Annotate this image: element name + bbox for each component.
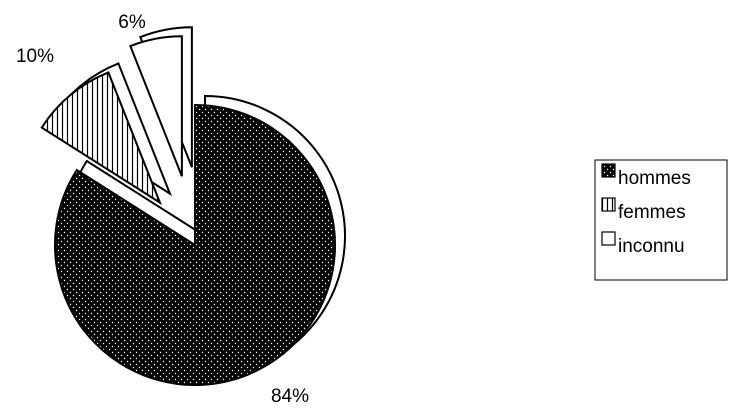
pie-labels: 84% 10% 6% xyxy=(16,12,309,407)
legend-label-inconnu: inconnu xyxy=(618,236,685,257)
pie-slice-hommes xyxy=(54,103,336,386)
legend-box xyxy=(594,159,728,281)
legend: hommes femmes inconnu xyxy=(594,159,728,281)
data-label-hommes: 84% xyxy=(271,386,309,407)
data-label-inconnu: 6% xyxy=(118,12,146,33)
pie-slice-inconnu xyxy=(129,35,183,177)
legend-label-femmes: femmes xyxy=(618,202,686,223)
legend-swatch-inconnu xyxy=(601,231,616,246)
legend-swatch-femmes xyxy=(601,197,616,212)
data-label-femmes: 10% xyxy=(16,46,54,67)
legend-swatch-hommes xyxy=(601,163,616,178)
pie-slices xyxy=(40,26,346,386)
legend-label-hommes: hommes xyxy=(618,168,691,189)
pie-slice-femmes xyxy=(40,71,163,206)
